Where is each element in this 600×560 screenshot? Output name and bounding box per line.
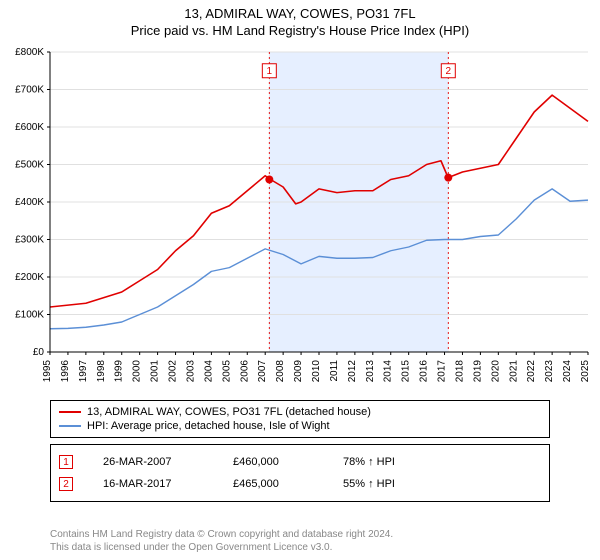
svg-text:£400K: £400K xyxy=(15,197,44,208)
transaction-price-2: £465,000 xyxy=(233,478,313,490)
transaction-date-2: 16-MAR-2017 xyxy=(103,478,203,490)
chart-title: 13, ADMIRAL WAY, COWES, PO31 7FL Price p… xyxy=(0,0,600,40)
svg-text:2012: 2012 xyxy=(347,360,358,383)
svg-text:1997: 1997 xyxy=(78,360,89,383)
svg-text:1995: 1995 xyxy=(42,360,53,383)
transaction-num-2: 2 xyxy=(59,477,73,491)
transaction-row-2: 2 16-MAR-2017 £465,000 55% ↑ HPI xyxy=(59,473,541,495)
transaction-pct-2: 55% ↑ HPI xyxy=(343,478,433,490)
svg-text:£0: £0 xyxy=(33,347,45,358)
svg-text:2018: 2018 xyxy=(454,360,465,383)
svg-text:2016: 2016 xyxy=(419,360,430,383)
svg-text:2002: 2002 xyxy=(168,360,179,383)
svg-text:2006: 2006 xyxy=(239,360,250,383)
svg-text:£600K: £600K xyxy=(15,122,44,133)
legend-swatch-hpi xyxy=(59,425,81,427)
svg-text:2005: 2005 xyxy=(221,360,232,383)
chart-container: 13, ADMIRAL WAY, COWES, PO31 7FL Price p… xyxy=(0,0,600,560)
transaction-price-1: £460,000 xyxy=(233,456,313,468)
legend-label-property: 13, ADMIRAL WAY, COWES, PO31 7FL (detach… xyxy=(87,406,371,418)
svg-text:1998: 1998 xyxy=(96,360,107,383)
svg-text:£200K: £200K xyxy=(15,272,44,283)
transaction-num-1: 1 xyxy=(59,455,73,469)
chart-plot-wrap: £0 £100K £200K £300K £400K £500K £600K £700K £80… xyxy=(0,46,600,396)
svg-text:2009: 2009 xyxy=(293,360,304,383)
attribution: Contains HM Land Registry data © Crown c… xyxy=(50,528,550,554)
svg-text:1: 1 xyxy=(267,66,273,77)
svg-text:2023: 2023 xyxy=(544,360,555,383)
chart-svg: £0 £100K £200K £300K £400K £500K £600K £700K £80… xyxy=(0,46,600,396)
svg-text:2014: 2014 xyxy=(383,360,394,383)
transaction-pct-1: 78% ↑ HPI xyxy=(343,456,433,468)
svg-text:1999: 1999 xyxy=(114,360,125,383)
svg-text:2007: 2007 xyxy=(257,360,268,383)
svg-text:2025: 2025 xyxy=(580,360,591,383)
svg-text:1996: 1996 xyxy=(60,360,71,383)
svg-text:2004: 2004 xyxy=(203,360,214,383)
svg-text:2019: 2019 xyxy=(472,360,483,383)
svg-text:2021: 2021 xyxy=(508,360,519,383)
attribution-line-2: This data is licensed under the Open Gov… xyxy=(50,541,550,554)
svg-text:£300K: £300K xyxy=(15,235,44,246)
legend-row-hpi: HPI: Average price, detached house, Isle… xyxy=(59,419,541,433)
svg-text:2015: 2015 xyxy=(401,360,412,383)
svg-text:2020: 2020 xyxy=(490,360,501,383)
svg-text:2022: 2022 xyxy=(526,360,537,383)
legend-row-property: 13, ADMIRAL WAY, COWES, PO31 7FL (detach… xyxy=(59,405,541,419)
svg-text:2024: 2024 xyxy=(562,360,573,383)
legend-swatch-property xyxy=(59,411,81,413)
svg-text:2: 2 xyxy=(446,66,452,77)
svg-text:2010: 2010 xyxy=(311,360,322,383)
legend-label-hpi: HPI: Average price, detached house, Isle… xyxy=(87,420,330,432)
svg-text:2011: 2011 xyxy=(329,360,340,382)
transaction-row-1: 1 26-MAR-2007 £460,000 78% ↑ HPI xyxy=(59,451,541,473)
legend-box: 13, ADMIRAL WAY, COWES, PO31 7FL (detach… xyxy=(50,400,550,438)
attribution-line-1: Contains HM Land Registry data © Crown c… xyxy=(50,528,550,541)
svg-text:£700K: £700K xyxy=(15,85,44,96)
svg-text:2013: 2013 xyxy=(365,360,376,383)
svg-text:£800K: £800K xyxy=(15,47,44,58)
svg-text:£100K: £100K xyxy=(15,310,44,321)
title-line-1: 13, ADMIRAL WAY, COWES, PO31 7FL xyxy=(0,6,600,23)
svg-text:2000: 2000 xyxy=(132,360,143,383)
svg-text:2001: 2001 xyxy=(150,360,161,383)
transactions-box: 1 26-MAR-2007 £460,000 78% ↑ HPI 2 16-MA… xyxy=(50,444,550,502)
svg-text:2017: 2017 xyxy=(437,360,448,383)
svg-text:£500K: £500K xyxy=(15,160,44,171)
svg-text:2008: 2008 xyxy=(275,360,286,383)
svg-text:2003: 2003 xyxy=(185,360,196,383)
title-line-2: Price paid vs. HM Land Registry's House … xyxy=(0,23,600,40)
transaction-date-1: 26-MAR-2007 xyxy=(103,456,203,468)
